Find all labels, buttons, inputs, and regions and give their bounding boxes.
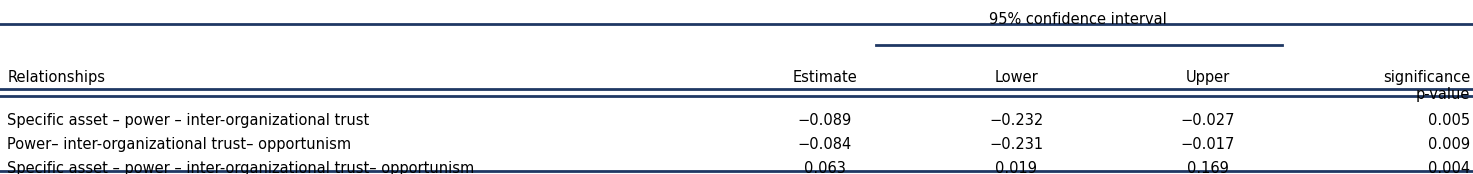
Text: Relationships: Relationships bbox=[7, 70, 106, 85]
Text: Specific asset – power – inter-organizational trust: Specific asset – power – inter-organizat… bbox=[7, 113, 370, 128]
Text: −0.084: −0.084 bbox=[798, 137, 851, 152]
Text: 0.169: 0.169 bbox=[1187, 161, 1228, 174]
Text: Specific asset – power – inter-organizational trust– opportunism: Specific asset – power – inter-organizat… bbox=[7, 161, 474, 174]
Text: Upper: Upper bbox=[1186, 70, 1230, 85]
Text: −0.232: −0.232 bbox=[990, 113, 1043, 128]
Text: −0.089: −0.089 bbox=[798, 113, 851, 128]
Text: 95% confidence interval: 95% confidence interval bbox=[990, 12, 1167, 27]
Text: 0.063: 0.063 bbox=[804, 161, 846, 174]
Text: −0.231: −0.231 bbox=[990, 137, 1043, 152]
Text: 0.005: 0.005 bbox=[1427, 113, 1470, 128]
Text: −0.027: −0.027 bbox=[1181, 113, 1234, 128]
Text: Power– inter-organizational trust– opportunism: Power– inter-organizational trust– oppor… bbox=[7, 137, 352, 152]
Text: −0.017: −0.017 bbox=[1181, 137, 1234, 152]
Text: 0.009: 0.009 bbox=[1427, 137, 1470, 152]
Text: significance
p-value: significance p-value bbox=[1383, 70, 1470, 102]
Text: Estimate: Estimate bbox=[792, 70, 857, 85]
Text: 0.019: 0.019 bbox=[996, 161, 1037, 174]
Text: 0.004: 0.004 bbox=[1427, 161, 1470, 174]
Text: Lower: Lower bbox=[994, 70, 1038, 85]
